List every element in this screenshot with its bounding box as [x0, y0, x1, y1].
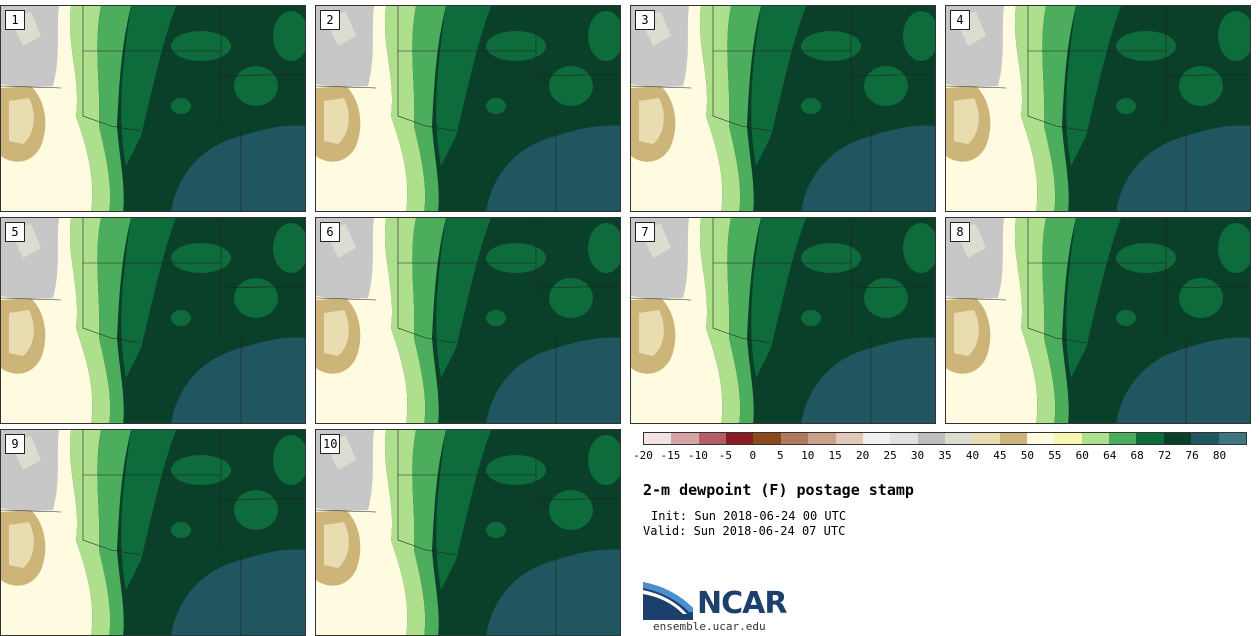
colorbar-segment [1081, 433, 1110, 444]
colorbar-tick-label: 35 [938, 449, 952, 462]
colorbar-segment [726, 433, 754, 444]
panel-number-label: 1 [5, 10, 25, 30]
panel-number-label: 4 [950, 10, 970, 30]
colorbar-tick-label: 10 [801, 449, 815, 462]
ensemble-url: ensemble.ucar.edu [653, 620, 766, 633]
colorbar-tick-label: 72 [1158, 449, 1172, 462]
colorbar-tick-label: -15 [660, 449, 681, 462]
colorbar-segment [1191, 433, 1219, 444]
init-time: Init: Sun 2018-06-24 00 UTC [651, 509, 847, 523]
colorbar-segment [698, 433, 727, 444]
map-panel: 7 [630, 217, 936, 424]
colorbar-tick-label: 20 [856, 449, 870, 462]
colorbar-tick-label: 5 [776, 449, 784, 462]
colorbar-tick-label: 45 [993, 449, 1007, 462]
colorbar-tick-label: 15 [828, 449, 842, 462]
colorbar-segment [972, 433, 1000, 444]
colorbar [643, 432, 1247, 445]
colorbar-tick-label: 68 [1130, 449, 1144, 462]
colorbar-segment [1136, 433, 1164, 444]
colorbar-tick-label: 50 [1020, 449, 1034, 462]
colorbar-ticks: -20 -15 -10 -5 0 5 10 15 20 25 30 35 40 45 50 55 60 64 68 7… [633, 449, 1247, 465]
colorbar-tick-label: 25 [883, 449, 897, 462]
colorbar-segment [1163, 433, 1192, 444]
colorbar-tick-label: -20 [633, 449, 653, 462]
colorbar-segment [780, 433, 809, 444]
colorbar-segment [917, 433, 945, 444]
valid-time: Valid: Sun 2018-06-24 07 UTC [643, 524, 846, 538]
chart-title: 2-m dewpoint (F) postage stamp [643, 481, 914, 499]
map-panel: 9 [0, 429, 306, 636]
map-panel: 2 [315, 5, 621, 212]
map-panel: 6 [315, 217, 621, 424]
panel-number-label: 6 [320, 222, 340, 242]
colorbar-tick-label: 60 [1075, 449, 1089, 462]
colorbar-segment [671, 433, 699, 444]
colorbar-segment [1027, 433, 1055, 444]
colorbar-tick-label: 0 [749, 449, 757, 462]
panel-number-label: 10 [320, 434, 341, 454]
colorbar-tick-label: 40 [965, 449, 980, 462]
colorbar-segment [1109, 433, 1137, 444]
colorbar-segment [1218, 433, 1246, 444]
map-panel: 1 [0, 5, 306, 212]
ncar-logo-text: NCAR [697, 586, 787, 621]
colorbar-tick-label: 80 [1212, 449, 1227, 462]
colorbar-tick-label: 30 [910, 449, 925, 462]
colorbar-segment [1054, 433, 1082, 444]
panel-number-label: 5 [5, 222, 25, 242]
colorbar-tick-label: -10 [687, 449, 708, 462]
panel-number-label: 7 [635, 222, 655, 242]
colorbar-segment [644, 433, 672, 444]
colorbar-segment [835, 433, 863, 444]
colorbar-segment [890, 433, 918, 444]
map-panel: 10 [315, 429, 621, 636]
map-panel: 4 [945, 5, 1251, 212]
map-panel: 8 [945, 217, 1251, 424]
map-panel: 3 [630, 5, 936, 212]
ncar-logo-icon [643, 582, 693, 620]
panel-number-label: 2 [320, 10, 340, 30]
colorbar-segment [944, 433, 973, 444]
colorbar-segment [862, 433, 891, 444]
colorbar-segment [808, 433, 836, 444]
colorbar-tick-label: 55 [1048, 449, 1062, 462]
colorbar-tick-label: 76 [1185, 449, 1199, 462]
map-panel: 5 [0, 217, 306, 424]
panel-number-label: 9 [5, 434, 25, 454]
colorbar-segment [999, 433, 1028, 444]
colorbar-segment [753, 433, 781, 444]
colorbar-tick-label: -5 [718, 449, 732, 462]
panel-number-label: 3 [635, 10, 655, 30]
colorbar-tick-label: 64 [1103, 449, 1117, 462]
panel-number-label: 8 [950, 222, 970, 242]
